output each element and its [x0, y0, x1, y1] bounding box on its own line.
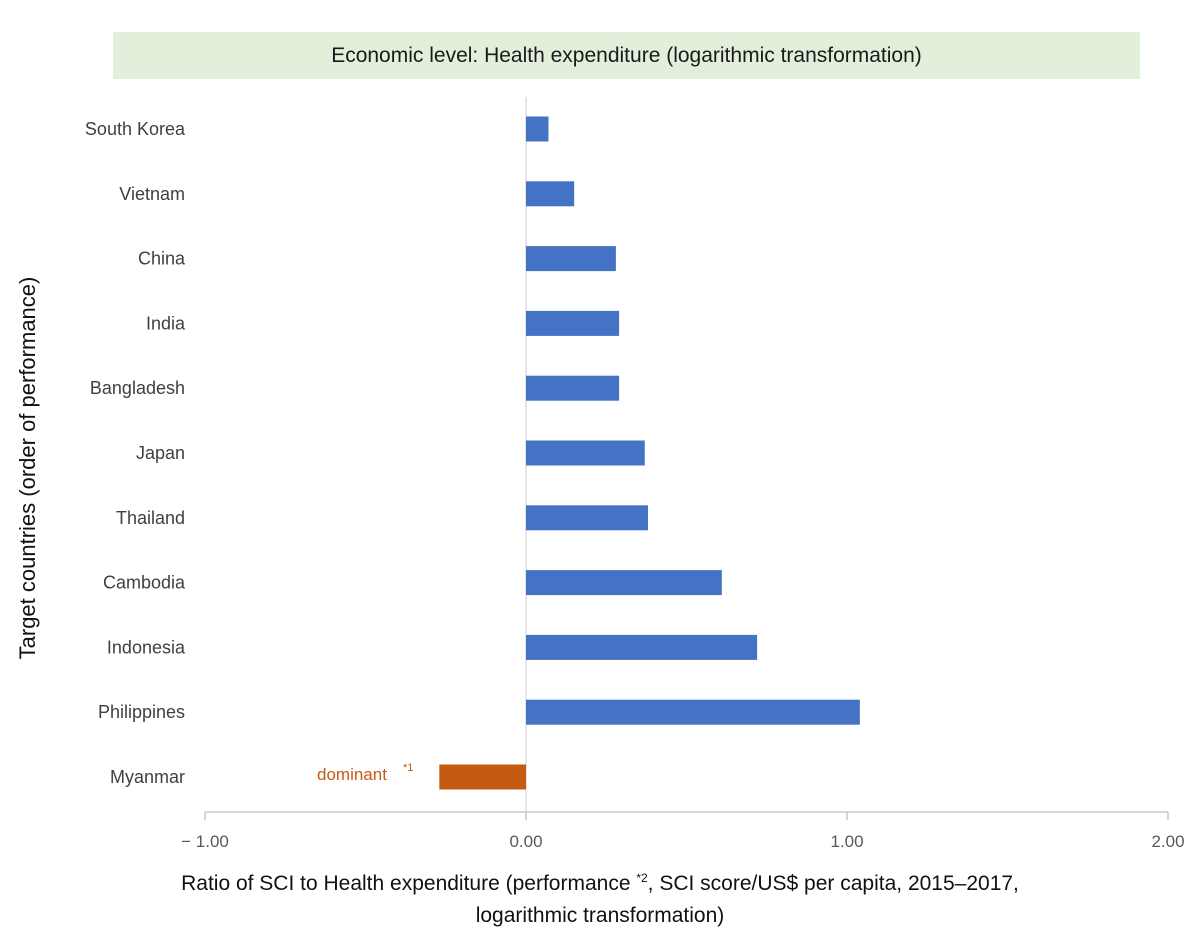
bar: [526, 246, 616, 272]
bar: [526, 440, 645, 466]
bar: [526, 116, 549, 142]
category-label: Vietnam: [119, 184, 185, 204]
x-axis-label-line2: logarithmic transformation): [475, 904, 725, 927]
bar: [526, 634, 758, 660]
bar: [526, 375, 620, 401]
bar: [526, 699, 860, 725]
chart-title: Economic level: Health expenditure (loga…: [113, 32, 1140, 79]
x-tick-label: 0.00: [509, 832, 542, 851]
category-label: Japan: [136, 443, 185, 463]
x-axis-label-line1-post: , SCI score/US$ per capita, 2015–2017,: [647, 872, 1019, 895]
category-label: China: [138, 249, 186, 269]
category-label: Cambodia: [103, 573, 186, 593]
category-label: Thailand: [116, 508, 185, 528]
x-axis-label-line1-pre: Ratio of SCI to Health expenditure (perf…: [181, 872, 637, 895]
annotation-label: dominant: [317, 765, 387, 784]
x-axis-label-sup: *2: [636, 871, 648, 885]
category-label: South Korea: [85, 119, 186, 139]
y-axis-label: Target countries (order of performance): [15, 276, 40, 660]
x-tick-label: 1.00: [830, 832, 863, 851]
category-label: India: [146, 313, 186, 333]
x-tick-label: − 1.00: [181, 832, 229, 851]
bar: [439, 764, 526, 790]
x-tick-label: 2.00: [1151, 832, 1184, 851]
x-axis-label: Ratio of SCI to Health expenditure (perf…: [100, 862, 1100, 932]
bar: [526, 310, 620, 336]
annotation-sup: *1: [403, 762, 413, 774]
category-label: Myanmar: [110, 767, 185, 787]
category-label: Indonesia: [107, 637, 186, 657]
category-label: Philippines: [98, 702, 185, 722]
bar: [526, 181, 575, 207]
bar: [526, 570, 722, 596]
bar: [526, 505, 648, 531]
category-label: Bangladesh: [90, 378, 185, 398]
